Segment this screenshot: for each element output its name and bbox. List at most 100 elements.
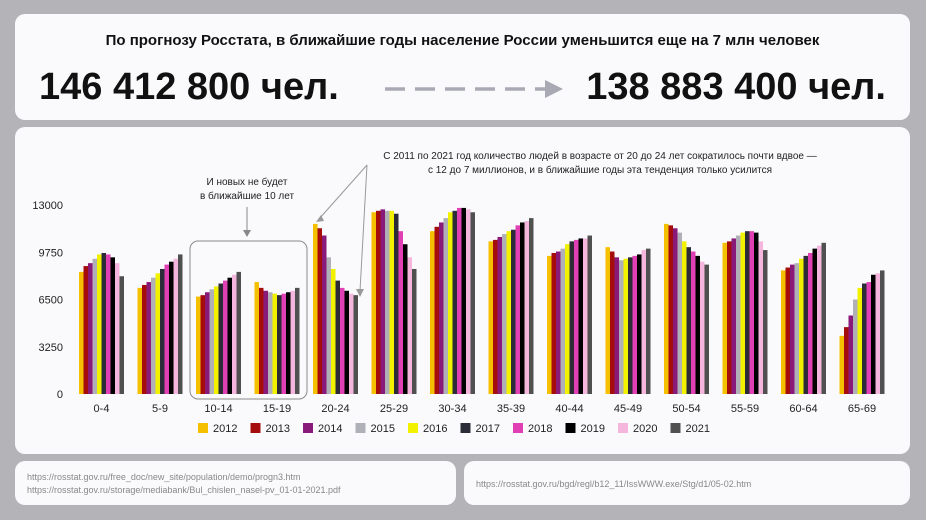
bar bbox=[380, 209, 385, 394]
bar bbox=[137, 287, 142, 394]
bar bbox=[281, 293, 286, 394]
bar bbox=[173, 258, 178, 394]
bar bbox=[349, 293, 354, 394]
bar bbox=[488, 241, 493, 394]
bar bbox=[200, 295, 205, 394]
bar bbox=[335, 280, 340, 394]
bar bbox=[871, 274, 876, 394]
bar bbox=[794, 263, 799, 394]
bar bbox=[569, 241, 574, 394]
bar bbox=[808, 252, 813, 394]
x-tick-label: 40-44 bbox=[555, 403, 583, 415]
bar bbox=[286, 292, 291, 394]
bar bbox=[785, 267, 790, 394]
bar bbox=[727, 241, 732, 394]
bar bbox=[866, 282, 871, 394]
chart-card: И новых не будет в ближайшие 10 лет С 20… bbox=[15, 127, 910, 454]
bar bbox=[452, 210, 457, 394]
x-tick-label: 0-4 bbox=[94, 403, 110, 415]
x-tick-label: 50-54 bbox=[672, 403, 700, 415]
bar bbox=[389, 210, 394, 394]
bar bbox=[844, 327, 849, 394]
bar bbox=[443, 218, 448, 394]
bar bbox=[628, 257, 633, 394]
bar bbox=[160, 268, 165, 394]
bar bbox=[763, 250, 768, 394]
bar bbox=[371, 212, 376, 394]
bar bbox=[880, 270, 885, 394]
legend-label: 2018 bbox=[528, 423, 552, 435]
bar bbox=[799, 258, 804, 394]
bar bbox=[439, 222, 444, 394]
bar bbox=[848, 315, 853, 394]
bar bbox=[646, 248, 651, 394]
x-tick-label: 65-69 bbox=[848, 403, 876, 415]
bar bbox=[700, 261, 705, 394]
source-link-3[interactable]: https://rosstat.gov.ru/bgd/regl/b12_11/I… bbox=[476, 479, 752, 489]
bar bbox=[817, 245, 822, 394]
bar bbox=[385, 210, 390, 394]
source-link-2[interactable]: https://rosstat.gov.ru/storage/mediabank… bbox=[27, 485, 341, 495]
bar bbox=[502, 234, 507, 394]
y-tick-label: 3250 bbox=[39, 342, 63, 354]
x-tick-label: 5-9 bbox=[152, 403, 168, 415]
bar bbox=[520, 222, 525, 394]
bar bbox=[682, 241, 687, 394]
bar bbox=[691, 251, 696, 394]
source-link-1[interactable]: https://rosstat.gov.ru/free_doc/new_site… bbox=[27, 472, 301, 482]
bar bbox=[394, 213, 399, 394]
bar bbox=[551, 252, 556, 394]
bar bbox=[637, 254, 642, 394]
annotation-halved-line2: с 12 до 7 миллионов, и в ближайшие годы … bbox=[428, 164, 772, 176]
bar bbox=[403, 244, 408, 394]
bar bbox=[146, 282, 151, 394]
bar bbox=[272, 293, 277, 394]
bar bbox=[407, 257, 412, 394]
bar bbox=[344, 290, 349, 394]
bar bbox=[223, 280, 228, 394]
bar bbox=[101, 252, 106, 394]
bar bbox=[398, 231, 403, 394]
bar bbox=[295, 287, 300, 394]
x-tick-label: 30-34 bbox=[438, 403, 466, 415]
legend-label: 2019 bbox=[581, 423, 605, 435]
bar bbox=[83, 266, 88, 394]
bar bbox=[821, 242, 826, 394]
bar bbox=[209, 289, 214, 394]
bar bbox=[457, 207, 462, 394]
y-tick-label: 0 bbox=[57, 389, 63, 401]
bar bbox=[218, 283, 223, 394]
bar bbox=[164, 264, 169, 394]
legend-swatch bbox=[460, 423, 471, 433]
bar bbox=[677, 232, 682, 394]
bar bbox=[322, 235, 327, 394]
bar bbox=[142, 284, 147, 394]
bar bbox=[227, 277, 232, 394]
bar bbox=[88, 263, 93, 394]
bar bbox=[493, 239, 498, 394]
x-tick-label: 15-19 bbox=[263, 403, 291, 415]
bar bbox=[547, 255, 552, 394]
bar bbox=[79, 271, 84, 394]
legend-label: 2015 bbox=[371, 423, 395, 435]
x-tick-label: 35-39 bbox=[497, 403, 525, 415]
bar bbox=[110, 257, 115, 394]
bar bbox=[529, 218, 534, 394]
bar bbox=[376, 210, 381, 394]
bar bbox=[331, 268, 336, 394]
bar bbox=[466, 209, 471, 394]
annotation-halved-arrow-a bbox=[318, 164, 368, 220]
bar bbox=[583, 238, 588, 394]
bar bbox=[155, 273, 160, 394]
bar bbox=[259, 287, 264, 394]
annotation-halved-arrowhead-a bbox=[316, 215, 324, 222]
legend-swatch bbox=[250, 423, 261, 433]
bar bbox=[290, 290, 295, 394]
bar bbox=[853, 299, 858, 394]
bar bbox=[326, 257, 331, 394]
annotation-no-new-arrowhead bbox=[243, 230, 251, 237]
highlight-box bbox=[189, 240, 308, 400]
bar bbox=[268, 292, 273, 394]
bar bbox=[754, 232, 759, 394]
bar bbox=[178, 254, 183, 394]
